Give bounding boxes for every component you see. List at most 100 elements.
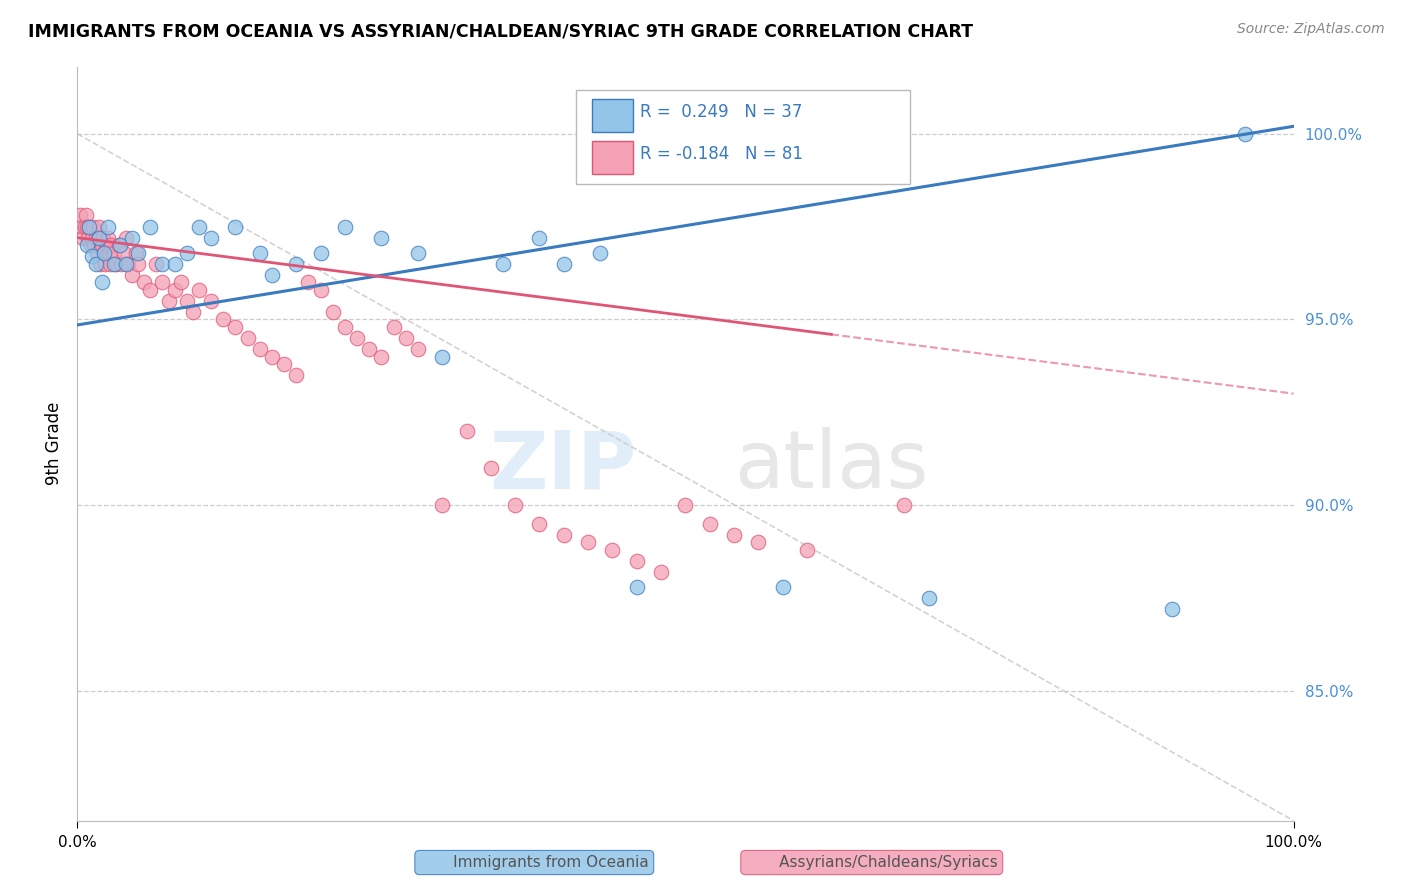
Point <box>76 219 98 234</box>
Point <box>103 245 125 260</box>
Text: Immigrants from Oceania: Immigrants from Oceania <box>419 855 650 870</box>
Point <box>108 238 131 252</box>
Point <box>249 245 271 260</box>
Point <box>346 331 368 345</box>
Point <box>70 219 93 234</box>
Point <box>117 257 139 271</box>
Point <box>90 275 112 289</box>
Point <box>1233 127 1256 141</box>
Point <box>89 219 111 234</box>
Point <box>626 580 648 594</box>
Point <box>80 249 103 263</box>
Point <box>529 230 551 244</box>
Point <box>152 275 174 289</box>
FancyBboxPatch shape <box>592 99 633 133</box>
FancyBboxPatch shape <box>576 89 911 184</box>
Point <box>139 219 162 234</box>
Point <box>723 527 745 541</box>
Point <box>333 319 356 334</box>
Point <box>589 245 612 260</box>
Point <box>79 219 101 234</box>
Point <box>105 257 128 271</box>
Point <box>75 209 97 223</box>
Point <box>492 257 515 271</box>
Text: Source: ZipAtlas.com: Source: ZipAtlas.com <box>1237 22 1385 37</box>
Point <box>529 516 551 531</box>
Point <box>479 461 502 475</box>
Point <box>918 591 941 605</box>
Point <box>73 219 96 234</box>
Point <box>121 268 143 282</box>
Point <box>503 498 526 512</box>
Point <box>84 230 107 244</box>
Point <box>285 368 308 382</box>
Point <box>772 580 794 594</box>
Point <box>97 245 120 260</box>
Point <box>69 209 91 223</box>
FancyBboxPatch shape <box>592 141 633 174</box>
Point <box>200 293 222 308</box>
Point <box>212 312 235 326</box>
Point <box>576 535 599 549</box>
Point <box>163 283 186 297</box>
Point <box>82 219 104 234</box>
Point <box>333 219 356 234</box>
Point <box>145 257 167 271</box>
Point <box>83 238 105 252</box>
Point <box>430 350 453 364</box>
Point <box>86 245 108 260</box>
Point <box>163 257 186 271</box>
Point <box>93 245 115 260</box>
Point <box>322 305 344 319</box>
Text: atlas: atlas <box>734 427 928 506</box>
Point <box>249 342 271 356</box>
Point <box>273 357 295 371</box>
Point <box>157 293 180 308</box>
Point <box>84 257 107 271</box>
Y-axis label: 9th Grade: 9th Grade <box>45 402 63 485</box>
Point <box>260 268 283 282</box>
Point <box>370 350 392 364</box>
Point <box>134 275 156 289</box>
Point <box>152 257 174 271</box>
Point <box>188 219 211 234</box>
Point <box>796 542 818 557</box>
Point <box>87 230 110 244</box>
Point <box>1161 602 1184 616</box>
Text: R =  0.249   N = 37: R = 0.249 N = 37 <box>640 103 803 121</box>
Point <box>107 238 129 252</box>
Point <box>236 331 259 345</box>
Point <box>127 257 149 271</box>
Point <box>456 424 478 438</box>
Point <box>121 230 143 244</box>
Text: ZIP: ZIP <box>489 427 637 506</box>
Point <box>224 319 246 334</box>
Point <box>747 535 769 549</box>
Point <box>112 245 135 260</box>
Point <box>430 498 453 512</box>
Point <box>98 257 121 271</box>
Point <box>224 219 246 234</box>
Point <box>110 257 132 271</box>
Point <box>96 238 118 252</box>
Point <box>602 542 624 557</box>
Point <box>115 257 138 271</box>
Point <box>127 245 149 260</box>
Point <box>76 238 98 252</box>
Point <box>553 527 575 541</box>
Point <box>309 283 332 297</box>
Point <box>200 230 222 244</box>
Text: R = -0.184   N = 81: R = -0.184 N = 81 <box>640 145 803 162</box>
Point <box>103 257 125 271</box>
Point <box>406 342 429 356</box>
Point <box>72 230 94 244</box>
Point <box>406 245 429 260</box>
Point <box>77 230 100 244</box>
Point <box>176 245 198 260</box>
Point <box>359 342 381 356</box>
Point <box>370 230 392 244</box>
Point <box>285 257 308 271</box>
Point <box>650 565 672 579</box>
Point <box>125 245 148 260</box>
Point <box>89 257 111 271</box>
